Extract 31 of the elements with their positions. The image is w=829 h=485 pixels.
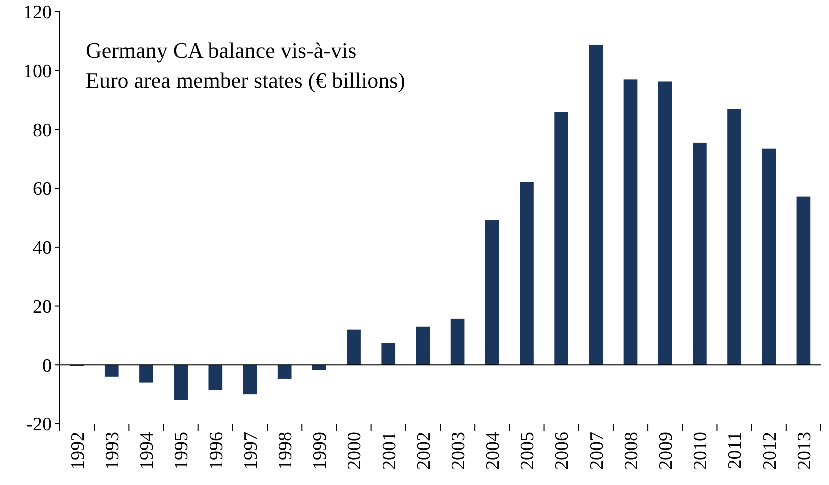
x-tick-label: 1992 <box>68 432 89 470</box>
x-tick-label: 1995 <box>172 432 193 470</box>
y-tick-label: 120 <box>24 2 52 24</box>
x-tick-label: 2004 <box>483 432 504 470</box>
x-tick-label: 1994 <box>137 432 158 470</box>
x-tick-label: 2002 <box>414 432 435 470</box>
x-tick-label: 2003 <box>448 432 470 470</box>
x-tick-label: 2013 <box>794 432 816 470</box>
x-tick-label: 2001 <box>379 432 400 470</box>
text: Germany CA balance vis-à-vis Euro area member states (€ billions) <box>86 38 406 93</box>
y-tick-label: 0 <box>42 356 52 377</box>
y-tick-label: 20 <box>33 296 52 318</box>
x-tick-label: 1999 <box>310 432 332 470</box>
x-tick-label: 1997 <box>240 432 262 470</box>
x-tick-label: 2006 <box>552 432 574 470</box>
y-tick-label: 40 <box>33 238 52 260</box>
x-tick-label: 2012 <box>760 432 781 470</box>
x-tick-label: 2007 <box>586 432 608 470</box>
y-tick-label: 60 <box>33 179 52 200</box>
y-tick-label: 100 <box>24 62 52 83</box>
y-tick-label: -20 <box>26 414 52 436</box>
x-tick-label: 2009 <box>656 432 677 470</box>
x-tick-label: 2011 <box>725 432 746 470</box>
x-tick-label: 2000 <box>344 432 366 470</box>
x-tick-label: 2005 <box>518 432 539 470</box>
x-tick-label: 2010 <box>690 432 712 470</box>
y-tick-label: 80 <box>33 120 52 142</box>
x-tick-label: 1993 <box>102 432 124 470</box>
x-tick-label: 1998 <box>275 432 296 470</box>
x-tick-label: 1996 <box>206 432 228 470</box>
x-tick-label: 2008 <box>621 432 642 470</box>
